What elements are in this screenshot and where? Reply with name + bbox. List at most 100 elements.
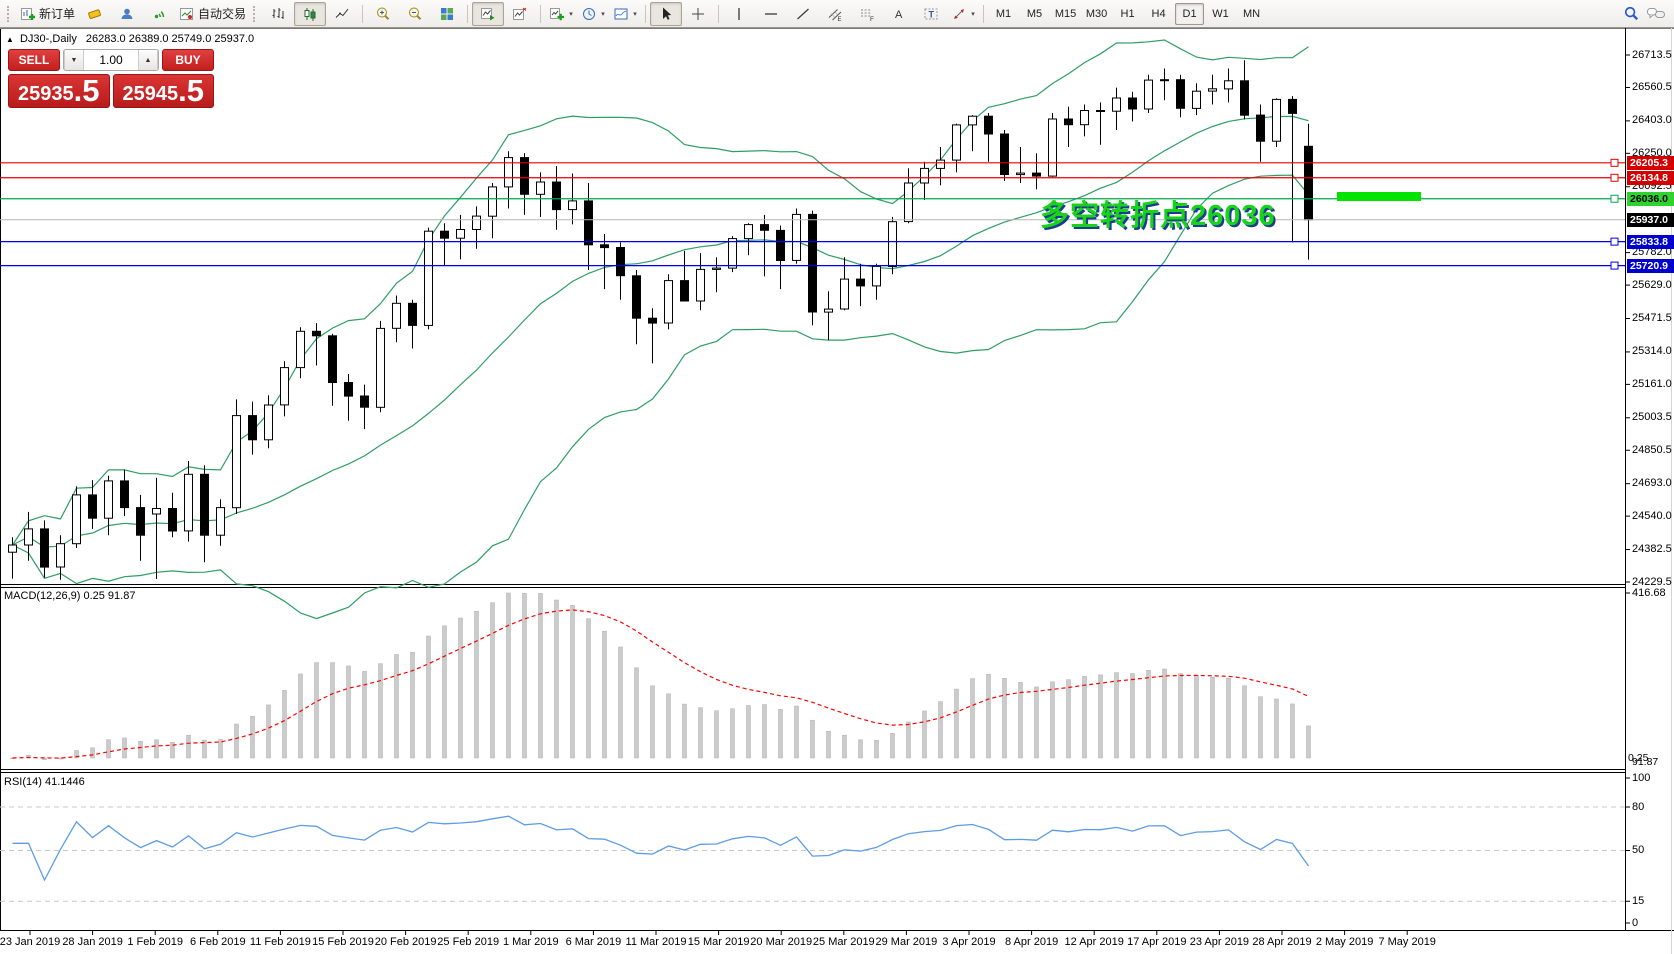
line-chart-button[interactable] [326, 2, 358, 26]
macd-histogram-bar [698, 707, 703, 759]
timeframe-button-MN[interactable]: MN [1242, 7, 1261, 20]
timeframe-button-H1[interactable]: H1 [1120, 7, 1135, 20]
candle-body [1144, 79, 1153, 110]
candle-body [280, 367, 289, 406]
macd-histogram-bar [1098, 674, 1103, 759]
candle-body [904, 182, 913, 223]
buy-price-box[interactable]: 25945 .5 [112, 73, 214, 108]
horizontal-line-button[interactable] [755, 2, 787, 26]
macd-histogram-bar [1034, 686, 1039, 759]
fibonacci-button[interactable]: F [851, 2, 883, 26]
annotation-text[interactable]: 多空转折点26036 [1040, 200, 1276, 232]
candle-body [152, 508, 161, 515]
candle-body [712, 267, 721, 270]
template-icon [614, 8, 628, 19]
buy-price-frac: .5 [178, 73, 204, 108]
macd-histogram-bar [986, 673, 991, 759]
candle-body [408, 302, 417, 326]
bar-chart-icon [272, 7, 284, 19]
candle-body [424, 230, 433, 326]
macd-histogram-bar [1194, 675, 1199, 759]
timeframe-button-M30[interactable]: M30 [1085, 7, 1108, 20]
macd-histogram-bar [1130, 673, 1135, 759]
candle-body [568, 200, 577, 211]
vertical-line-button[interactable] [723, 2, 755, 26]
macd-histogram-bar [458, 617, 463, 759]
macd-histogram-bar [602, 630, 607, 759]
macd-histogram-bar [522, 593, 527, 759]
volume-down-button[interactable]: ▼ [64, 50, 84, 70]
timeframe-button-M15[interactable]: M15 [1054, 7, 1077, 20]
indicators-button[interactable]: ▾ [545, 2, 577, 26]
periods-button[interactable]: ▾ [577, 2, 609, 26]
templates-button[interactable]: ▾ [609, 2, 641, 26]
chart-shift-button[interactable] [504, 2, 536, 26]
macd-histogram-bar [554, 599, 559, 759]
text-label-button[interactable]: T [915, 2, 947, 26]
timeframe-button-H4[interactable]: H4 [1151, 7, 1166, 20]
community-button[interactable] [111, 2, 143, 26]
macd-histogram-bar [282, 690, 287, 759]
zoom-in-icon [377, 7, 390, 20]
line-anchor-square [1610, 261, 1619, 270]
bollinger-band-line [12, 115, 1309, 548]
macd-histogram-bar [842, 734, 847, 759]
candle-body [1064, 118, 1073, 126]
candle-body [1160, 79, 1169, 82]
sell-button[interactable]: SELL [8, 49, 60, 71]
cursor-button[interactable] [650, 1, 683, 26]
timeframe-button-M1[interactable]: M1 [995, 7, 1012, 20]
timeframe-button-W1[interactable]: W1 [1212, 7, 1229, 20]
candlestick-chart-button[interactable] [294, 1, 327, 26]
bar-chart-button[interactable] [262, 2, 294, 26]
timeframe-bar: M1 M5 M15 M30 H1 H4 D1 W1 MN [988, 2, 1267, 25]
quotes-button[interactable] [79, 2, 111, 26]
candle-body [632, 275, 641, 319]
rsi-line [12, 815, 1310, 882]
svg-text:A: A [895, 9, 903, 21]
line-anchor-square [1610, 237, 1619, 246]
channel-button[interactable]: E [819, 2, 851, 26]
candle-body [376, 327, 385, 408]
volume-value[interactable]: 1.00 [99, 53, 123, 67]
zoom-in-button[interactable] [367, 2, 399, 26]
crosshair-button[interactable] [682, 2, 714, 26]
candle-body [1016, 172, 1025, 176]
candle-body [600, 244, 609, 249]
new-order-button[interactable]: 新订单 [16, 2, 79, 26]
new-order-label: 新订单 [39, 7, 76, 21]
search-icon[interactable] [1623, 5, 1640, 22]
timeframe-button-D1[interactable]: D1 [1175, 2, 1205, 25]
signals-button[interactable] [143, 2, 175, 26]
trendline-button[interactable] [787, 2, 819, 26]
sell-price-box[interactable]: 25935 .5 [8, 74, 110, 108]
text-button[interactable]: A [883, 2, 915, 26]
fibonacci-icon: F [861, 9, 874, 22]
autotrade-label: 自动交易 [198, 7, 247, 21]
macd-histogram-bar [922, 710, 927, 759]
arrows-button[interactable]: ▾ [947, 2, 979, 26]
autotrade-button[interactable]: 自动交易 [175, 2, 250, 26]
buy-button[interactable]: BUY [162, 49, 214, 71]
timeframe-button-M5[interactable]: M5 [1026, 7, 1043, 20]
candle-body [1032, 172, 1041, 177]
chart-title: ▲ DJ30-,Daily 26283.0 26389.0 25749.0 25… [6, 33, 254, 45]
tile-windows-button[interactable] [431, 2, 463, 26]
macd-histogram-bar [362, 671, 367, 759]
candle-body [1128, 97, 1137, 110]
bollinger-band-line [11, 39, 1309, 546]
ohlc-values-label: 26283.0 26389.0 25749.0 25937.0 [85, 33, 255, 45]
zoom-out-button[interactable] [399, 2, 431, 26]
chat-icon[interactable] [1646, 6, 1666, 22]
candle-body [1208, 88, 1217, 92]
one-click-trading-panel: SELL ▼ 1.00 ▲ BUY 25935 .5 25945 .5 [8, 49, 214, 108]
candle-body [328, 335, 337, 383]
auto-scroll-button[interactable] [472, 1, 505, 26]
macd-histogram-bar [378, 663, 383, 759]
gold-bar-icon [88, 8, 101, 19]
macd-histogram-bar [586, 618, 591, 759]
volume-up-button[interactable]: ▲ [138, 50, 158, 70]
macd-histogram-bar [746, 705, 751, 759]
macd-histogram-bar [234, 723, 239, 759]
